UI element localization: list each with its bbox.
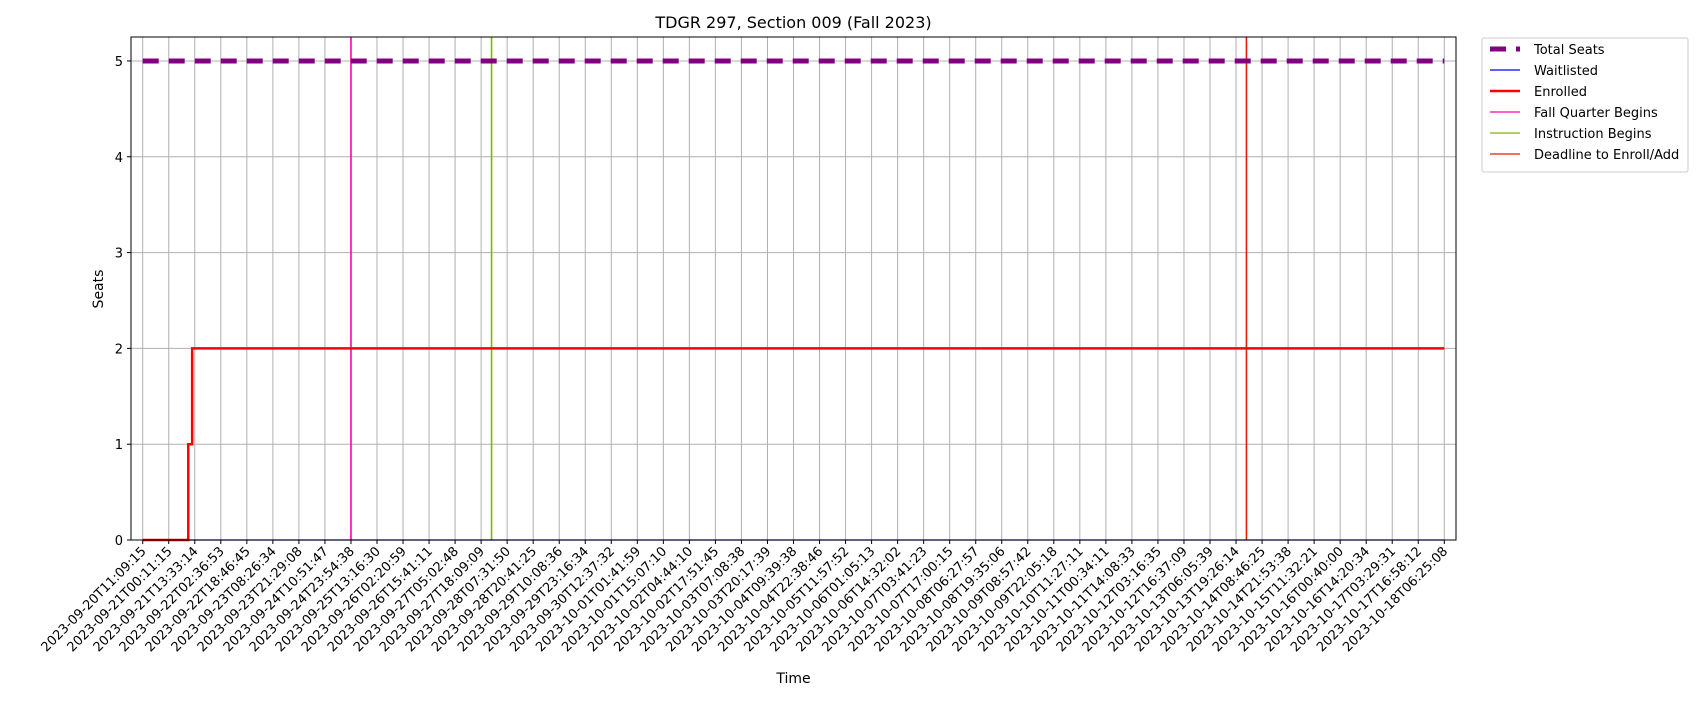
legend-label: Enrolled <box>1534 85 1587 100</box>
x-axis-label: Time <box>775 671 810 687</box>
legend-label: Deadline to Enroll/Add <box>1534 148 1679 163</box>
y-tick-label: 3 <box>115 247 123 262</box>
legend-label: Instruction Begins <box>1534 127 1652 142</box>
legend: Total Seats Waitlisted Enrolled Fall Quarte… <box>1481 37 1689 173</box>
grid-layer <box>131 37 1456 541</box>
axis-layer: 2023-09-20T11:09:152023-09-21T00:11:1520… <box>39 55 1452 655</box>
legend-label: Fall Quarter Begins <box>1534 106 1658 121</box>
chart-title: TDGR 297, Section 009 (Fall 2023) <box>654 13 931 32</box>
y-tick-label: 5 <box>115 55 123 70</box>
y-tick-label: 0 <box>115 534 123 549</box>
y-tick-label: 2 <box>115 342 123 357</box>
y-tick-label: 1 <box>115 438 123 453</box>
y-tick-label: 4 <box>115 151 123 166</box>
legend-box <box>1481 37 1689 173</box>
legend-label: Waitlisted <box>1534 64 1598 79</box>
legend-label: Total Seats <box>1533 43 1605 58</box>
y-axis-label: Seats <box>91 270 107 309</box>
